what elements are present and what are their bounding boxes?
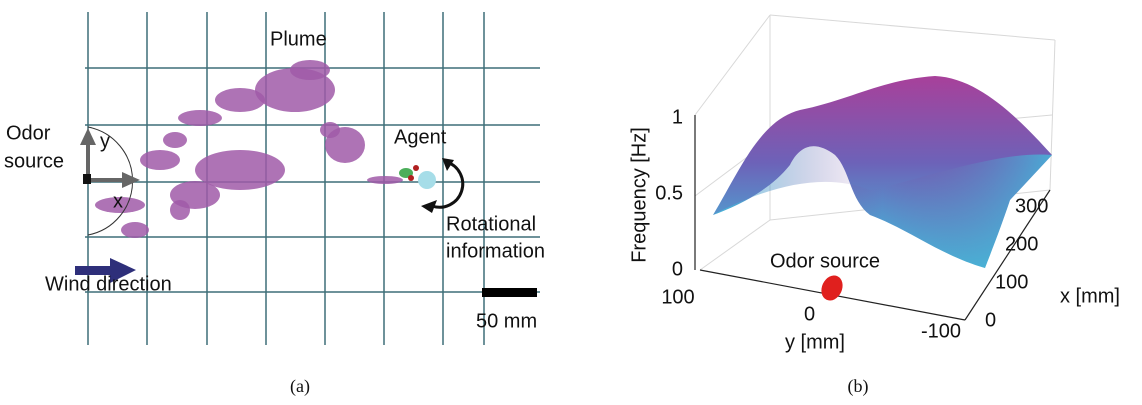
- agent: [399, 158, 463, 213]
- axis-label: x: [113, 190, 123, 212]
- z-tick-label: 0.5: [655, 182, 683, 204]
- figure: Plume Odor source y x Agent Rotational i…: [0, 0, 1142, 405]
- rotation-label: information: [446, 240, 545, 262]
- caption: (b): [848, 376, 869, 397]
- z-tick-label: 0: [672, 258, 683, 280]
- z-tick-label: 1: [672, 106, 683, 128]
- x-tick-label: 300: [1015, 195, 1048, 217]
- scale-label: 50 mm: [476, 310, 537, 332]
- y-tick-label: -100: [921, 320, 961, 342]
- z-label: Frequency [Hz]: [628, 127, 650, 263]
- plume: [95, 60, 403, 238]
- scale-bar: [482, 288, 537, 297]
- x-label: x [mm]: [1060, 285, 1120, 307]
- y-tick-label: 100: [661, 286, 694, 308]
- source-label: Odor source: [770, 250, 880, 272]
- rotation-label: Rotational: [446, 213, 536, 235]
- source-marker: [817, 272, 846, 304]
- x-tick-label: 100: [995, 271, 1028, 293]
- agent-label: Agent: [394, 126, 447, 148]
- x-tick-label: 0: [985, 309, 996, 331]
- surface: [713, 76, 1052, 268]
- y-tick-label: 0: [804, 303, 815, 325]
- caption: (a): [290, 376, 310, 397]
- plume-label: Plume: [270, 28, 327, 50]
- wind-label: Wind direction: [45, 273, 172, 295]
- source-label: source: [4, 150, 64, 172]
- y-label: y [mm]: [785, 331, 845, 353]
- x-tick-label: 200: [1005, 233, 1038, 255]
- source-label: Odor: [6, 122, 51, 144]
- axis-label: y: [100, 130, 110, 152]
